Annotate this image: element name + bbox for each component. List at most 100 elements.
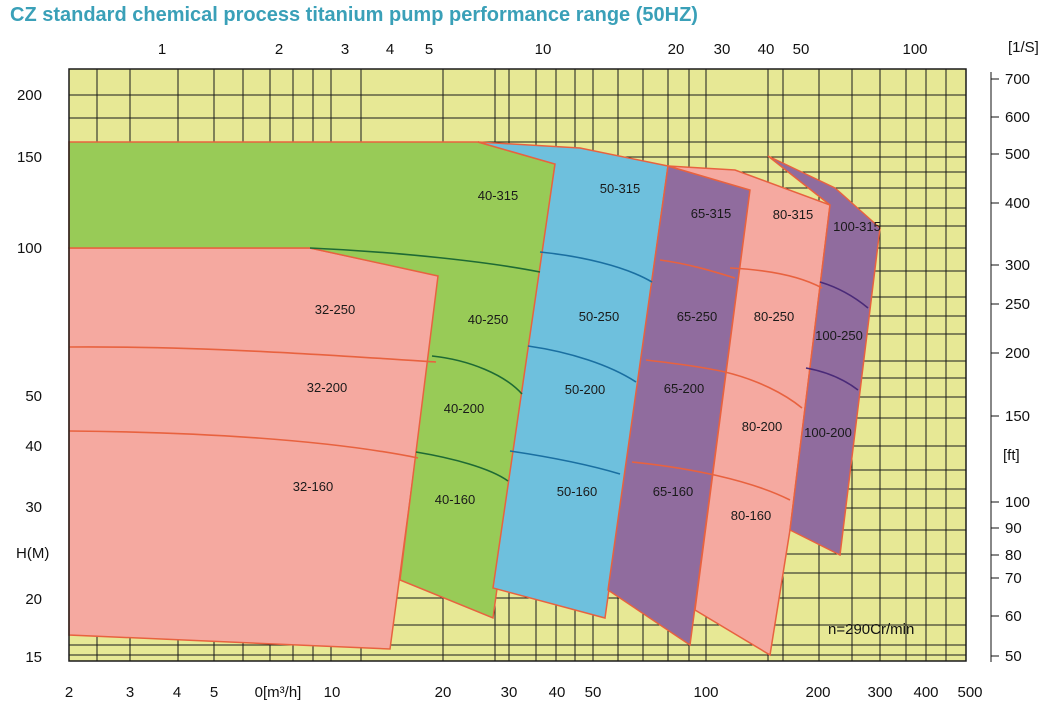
right-tick-label: 400	[1005, 195, 1030, 212]
right-tick-label: 250	[1005, 296, 1030, 313]
y-tick-label: 15	[25, 649, 42, 666]
curve-65-250	[659, 259, 736, 279]
x-tick-label: 5	[210, 684, 218, 701]
right-tick-label: 70	[1005, 570, 1022, 587]
top-tick-label: 50	[793, 41, 810, 58]
x-tick-label: 500	[957, 684, 982, 701]
top-tick-label: 5	[425, 41, 433, 58]
region-80	[667, 165, 831, 657]
x-tick-label: 2	[65, 684, 73, 701]
curve-40-160	[415, 451, 509, 482]
y-tick-label: 20	[25, 591, 42, 608]
label-100-315: 100-315	[833, 219, 881, 234]
label-32-200: 32-200	[307, 380, 347, 395]
label-32-160: 32-160	[293, 479, 333, 494]
right-tick-label: 60	[1005, 608, 1022, 625]
right-tick-label: 600	[1005, 109, 1030, 126]
label-50-250: 50-250	[579, 309, 619, 324]
top-axis-labels: 1 2 3 4 5 10 20 30 40 50 100	[158, 41, 928, 58]
top-tick-label: 30	[714, 41, 731, 58]
label-80-250: 80-250	[754, 309, 794, 324]
curve-50-160	[509, 450, 621, 475]
x-tick-label: 30	[501, 684, 518, 701]
right-tick-label: 200	[1005, 345, 1030, 362]
label-65-160: 65-160	[653, 484, 693, 499]
speed-annotation: n=290Cr/min	[828, 621, 914, 638]
top-tick-label: 2	[275, 41, 283, 58]
x-tick-label: 10	[324, 684, 341, 701]
curve-100-250	[819, 281, 869, 309]
top-tick-label: 100	[902, 41, 927, 58]
y-tick-label: 30	[25, 499, 42, 516]
label-50-200: 50-200	[565, 382, 605, 397]
right-tick-label: 100	[1005, 494, 1030, 511]
label-65-315: 65-315	[691, 206, 731, 221]
label-32-250: 32-250	[315, 302, 355, 317]
curve-65-200	[645, 359, 726, 373]
curve-80-200	[724, 371, 803, 409]
y-axis-labels: 200 150 100 50 40 30 20 15	[17, 87, 42, 666]
curves	[68, 247, 869, 501]
curve-80-250	[729, 267, 823, 289]
label-40-200: 40-200	[444, 401, 484, 416]
label-100-200: 100-200	[804, 425, 852, 440]
label-40-315: 40-315	[478, 188, 518, 203]
x-tick-label: 100	[693, 684, 718, 701]
curve-50-250	[539, 251, 653, 283]
y-axis-title: H(M)	[16, 545, 49, 562]
x-tick-label: 300	[867, 684, 892, 701]
x-tick-label: 3	[126, 684, 134, 701]
region-100	[767, 155, 881, 557]
right-tick-label: 300	[1005, 257, 1030, 274]
y-tick-label: 150	[17, 149, 42, 166]
right-tick-label: 700	[1005, 71, 1030, 88]
y-tick-label: 50	[25, 388, 42, 405]
top-tick-label: 10	[535, 41, 552, 58]
x-axis-labels: 2 3 4 5 0[m³/h] 10 20 30 40 50 100 200 300 400 500	[65, 684, 983, 701]
label-50-160: 50-160	[557, 484, 597, 499]
region-32	[68, 247, 441, 650]
top-tick-label: 40	[758, 41, 775, 58]
curve-65-160	[631, 461, 791, 501]
label-65-250: 65-250	[677, 309, 717, 324]
label-80-315: 80-315	[773, 207, 813, 222]
curve-40-250	[309, 247, 541, 273]
label-40-160: 40-160	[435, 492, 475, 507]
right-tick-label: 90	[1005, 520, 1022, 537]
top-tick-label: 1	[158, 41, 166, 58]
chart-title: CZ standard chemical process titanium pu…	[10, 4, 698, 26]
y-tick-label: 100	[17, 240, 42, 257]
right-tick-label: 80	[1005, 547, 1022, 564]
curve-100-200	[805, 367, 859, 391]
right-axis-unit: [ft]	[1003, 447, 1020, 464]
label-65-200: 65-200	[664, 381, 704, 396]
right-tick-label: 50	[1005, 648, 1022, 665]
x-tick-label: 20	[435, 684, 452, 701]
right-tick-label: 150	[1005, 408, 1030, 425]
top-tick-label: 20	[668, 41, 685, 58]
label-100-250: 100-250	[815, 328, 863, 343]
y-tick-label: 200	[17, 87, 42, 104]
right-tick-label: 500	[1005, 146, 1030, 163]
label-40-250: 40-250	[468, 312, 508, 327]
x-tick-label: 400	[913, 684, 938, 701]
x-tick-label: 200	[805, 684, 830, 701]
curve-32-200	[68, 346, 437, 363]
x-tick-label: 40	[549, 684, 566, 701]
curve-40-200	[431, 355, 523, 395]
x-tick-label: 4	[173, 684, 181, 701]
label-80-200: 80-200	[742, 419, 782, 434]
label-80-160: 80-160	[731, 508, 771, 523]
right-axis: 700 600 500 400 300 250 200 150 100 90 80 70 60 50	[990, 71, 1030, 665]
y-tick-label: 40	[25, 438, 42, 455]
curve-50-200	[527, 345, 637, 383]
top-tick-label: 4	[386, 41, 394, 58]
curve-32-160	[68, 430, 419, 459]
top-tick-label: 3	[341, 41, 349, 58]
x-tick-label: 0[m³/h]	[255, 684, 302, 701]
plot-frame	[68, 68, 967, 662]
label-50-315: 50-315	[600, 181, 640, 196]
top-axis-unit: [1/S]	[1008, 39, 1039, 56]
x-tick-label: 50	[585, 684, 602, 701]
